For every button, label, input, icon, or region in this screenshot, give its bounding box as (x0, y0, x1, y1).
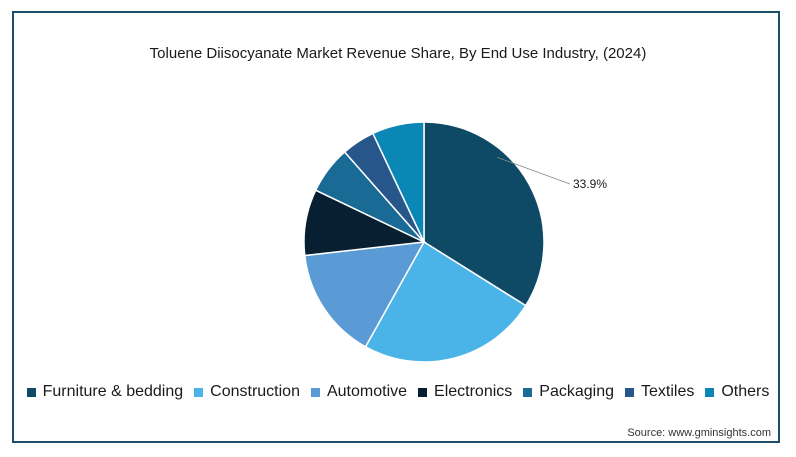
pie-slice-others (371, 121, 425, 243)
legend-swatch (26, 387, 36, 397)
legend-item: Automotive (310, 383, 408, 401)
legend-item: Textiles (625, 383, 694, 401)
legend-label: Electronics (434, 383, 513, 400)
legend-label: Packaging (539, 383, 614, 400)
legend-label: Furniture & bedding (42, 383, 184, 400)
pie-slice-construction (364, 240, 527, 363)
source-note: Source: www.gminsights.com (627, 427, 771, 439)
legend-item: Construction (194, 383, 300, 401)
chart-title: Toluene Diisocyanate Market Revenue Shar… (149, 45, 647, 62)
legend-label: Automotive (326, 383, 408, 400)
pie-slice-automotive (303, 241, 426, 348)
legend-item: Furniture & bedding (26, 383, 184, 401)
data-label-leader-line (497, 157, 571, 185)
legend-item: Electronics (418, 383, 512, 401)
legend-swatch (625, 387, 634, 397)
legend-item: Packaging (523, 383, 614, 401)
pie-labels: 33.9% (497, 157, 607, 191)
pie-slice-furniture-bedding (423, 121, 545, 307)
legend: Furniture & bedding Construction Automotiv… (0, 383, 796, 401)
legend-item: Others (705, 383, 769, 401)
legend-swatch (310, 387, 320, 397)
legend-swatch (194, 387, 204, 397)
legend-swatch (523, 387, 533, 397)
legend-swatch (418, 387, 428, 397)
data-label: 33.9% (573, 177, 607, 191)
legend-label: Textiles (641, 383, 695, 400)
pie-slices (303, 121, 545, 363)
legend-swatch (705, 387, 715, 397)
legend-label: Others (721, 383, 770, 400)
legend-label: Construction (210, 383, 300, 400)
